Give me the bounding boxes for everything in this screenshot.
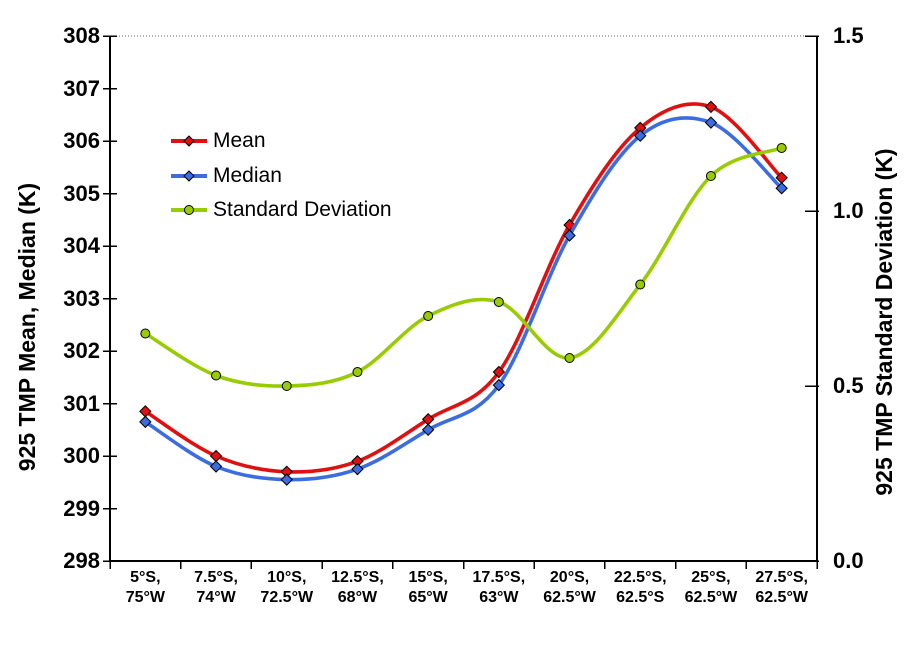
x-axis-category-label: 12.5°S, 68°W (331, 569, 384, 606)
data-point-marker-median (139, 415, 152, 429)
y-axis-left-tick-label: 299 (63, 495, 100, 521)
data-point-marker-median (421, 423, 435, 436)
legend-label: Mean (213, 129, 266, 152)
x-axis-category-label: 25°S, 62.5°W (684, 569, 738, 606)
data-point-marker-standard-deviation (281, 381, 292, 391)
data-point-marker-standard-deviation (211, 370, 222, 381)
y-axis-left-tick-label: 304 (63, 233, 100, 258)
y-axis-left-tick-label: 300 (63, 443, 100, 468)
data-point-marker-median (209, 460, 223, 473)
y-axis-right-tick-label: 1.0 (833, 198, 864, 223)
y-axis-right-tick-label: 0.0 (833, 548, 864, 573)
data-point-marker-median (351, 462, 364, 476)
x-axis-category-label: 10°S, 72.5°W (260, 569, 314, 606)
legend-label: Median (213, 163, 282, 187)
y-axis-left-tick-label: 308 (63, 23, 100, 48)
data-point-marker-mean (209, 449, 223, 463)
data-point-marker-standard-deviation (423, 311, 434, 321)
data-point-marker-median (634, 129, 647, 142)
y-axis-left-tick-label: 302 (63, 338, 100, 363)
x-axis-category-label: 15°S, 65°W (408, 569, 448, 606)
legend-item-median: Median (170, 163, 282, 189)
legend-item-mean: Mean (170, 128, 266, 154)
series-line-median (143, 116, 784, 482)
data-point-marker-standard-deviation (493, 297, 504, 307)
y-axis-left-tick-label: 307 (63, 75, 100, 101)
x-axis-category-label: 27.5°S, 62.5°W (755, 569, 808, 606)
left-axis-title: 925 TMP Mean, Median (K) (14, 182, 40, 472)
y-axis-right-tick-label: 0.5 (833, 373, 864, 398)
x-axis-category-label: 20°S, 62.5°W (543, 569, 596, 606)
x-axis-category-label: 7.5°S, 74°W (194, 569, 238, 606)
legend-swatch-median-icon (171, 169, 207, 182)
legend-item-standard-deviation: Standard Deviation (170, 197, 392, 223)
data-point-marker-median (704, 116, 718, 129)
series-line-standard-deviation (143, 146, 784, 388)
data-point-marker-standard-deviation (564, 353, 575, 363)
right-axis-title: 925 TMP Standard Deviation (K) (871, 148, 897, 496)
data-point-marker-median (280, 473, 293, 486)
data-point-marker-standard-deviation (635, 279, 646, 290)
x-axis-category-label: 5°S, 75°W (125, 569, 165, 606)
data-point-marker-standard-deviation (705, 171, 716, 181)
legend-swatch-mean-icon (171, 135, 207, 147)
legend-label: Standard Deviation (213, 198, 392, 221)
y-axis-left-tick-label: 301 (63, 390, 100, 416)
data-point-marker-median (492, 378, 506, 392)
data-point-marker-mean (704, 100, 718, 114)
y-axis-left-tick-label: 303 (63, 285, 100, 311)
data-point-marker-mean (492, 365, 506, 379)
data-point-marker-standard-deviation (776, 143, 787, 153)
x-axis-category-label: 17.5°S, 63°W (472, 569, 526, 606)
y-axis-left-tick-label: 306 (63, 128, 100, 153)
y-axis-left-tick-label: 298 (63, 548, 100, 573)
legend-swatch-standard-deviation-icon (171, 205, 207, 215)
data-point-marker-standard-deviation (140, 328, 151, 339)
y-axis-left-tick-label: 305 (63, 180, 100, 206)
x-axis-category-label: 22.5°S, 62.5°S (613, 569, 667, 606)
series-line-mean (143, 102, 784, 474)
data-point-marker-median (563, 229, 576, 242)
data-point-marker-standard-deviation (352, 367, 363, 377)
y-axis-right-tick-label: 1.5 (833, 23, 864, 48)
data-point-marker-median (775, 182, 788, 195)
